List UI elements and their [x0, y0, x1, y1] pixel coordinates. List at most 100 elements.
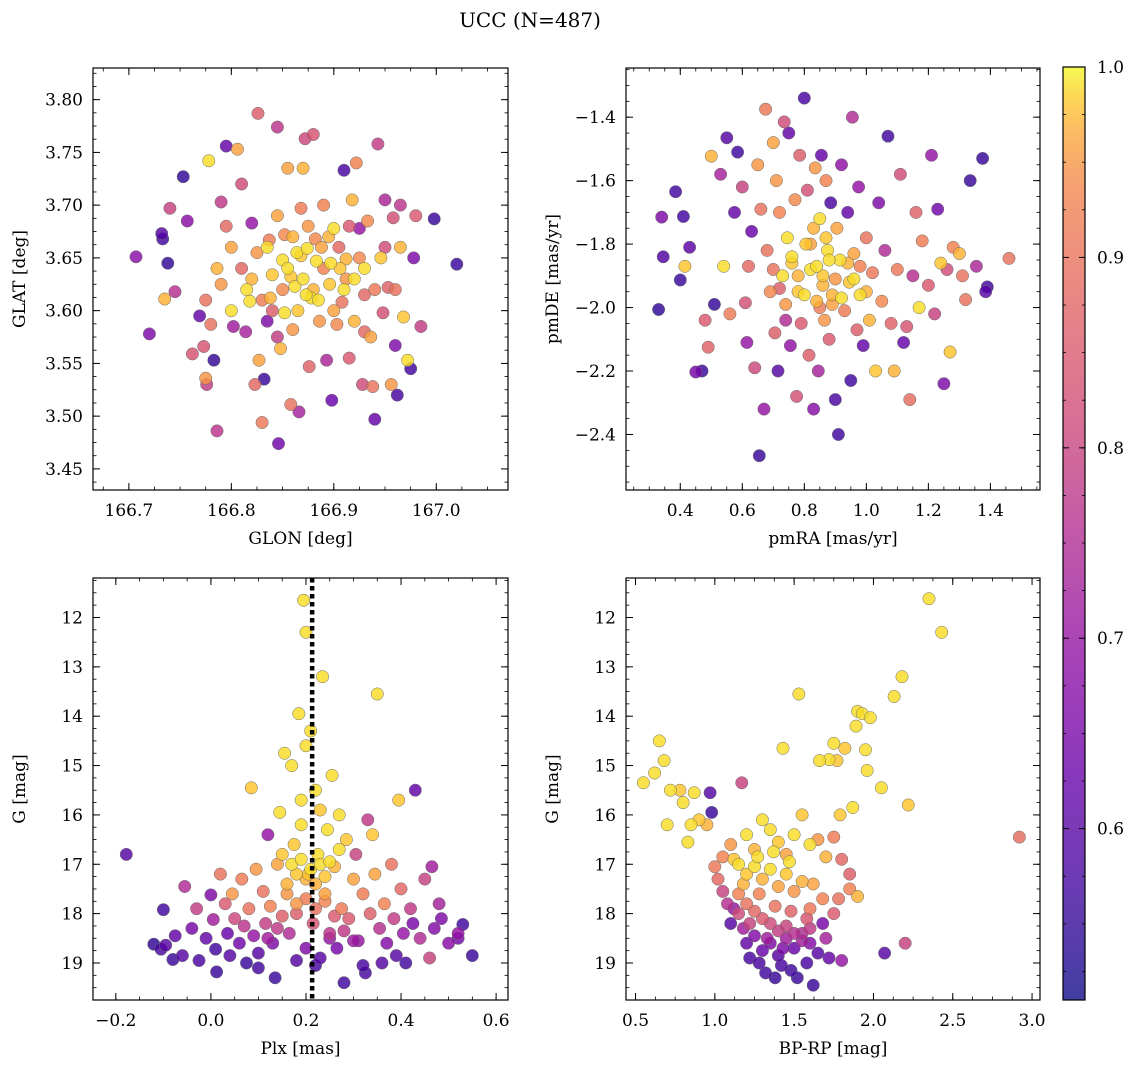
data-point: [782, 126, 796, 140]
data-point: [881, 129, 895, 143]
data-point: [763, 823, 777, 837]
data-point: [394, 882, 408, 896]
data-point: [937, 377, 951, 391]
data-point: [337, 283, 351, 297]
data-point: [735, 776, 749, 790]
data-point: [931, 202, 945, 216]
y-tick-label: 3.75: [45, 143, 83, 163]
data-point: [663, 783, 677, 797]
data-point: [850, 323, 864, 337]
data-point: [893, 167, 907, 181]
data-point: [228, 912, 242, 926]
y-tick-label: 12: [594, 608, 616, 628]
colorbar-tick-label: 1.0: [1097, 58, 1124, 78]
data-point: [816, 892, 830, 906]
data-point: [800, 183, 814, 197]
data-point: [767, 845, 780, 859]
data-point: [828, 393, 842, 407]
data-point: [299, 739, 313, 753]
data-point: [959, 293, 973, 307]
data-point: [423, 951, 437, 965]
data-point: [296, 161, 310, 175]
data-point: [841, 205, 855, 219]
x-tick-label: 1.0: [701, 1011, 728, 1031]
data-point: [878, 946, 892, 960]
data-point: [903, 393, 917, 407]
data-point: [853, 259, 867, 273]
x-tick-label: 0.0: [197, 1011, 224, 1031]
data-point: [301, 219, 315, 233]
data-point: [274, 342, 287, 356]
data-point: [190, 902, 204, 916]
data-point: [294, 793, 308, 807]
data-point: [260, 240, 274, 254]
data-point: [296, 272, 310, 286]
colorbar-tick-label: 0.8: [1097, 439, 1124, 459]
data-point: [270, 120, 284, 134]
data-point: [824, 196, 838, 210]
y-tick-label: 12: [61, 608, 83, 628]
data-point: [255, 416, 269, 429]
data-point: [378, 193, 392, 207]
data-point: [377, 897, 391, 911]
data-point: [142, 327, 156, 341]
data-point: [337, 924, 351, 938]
data-point: [783, 339, 797, 353]
data-point: [701, 340, 715, 354]
axes-frame: [625, 577, 1041, 1001]
data-point: [956, 269, 969, 283]
data-point: [714, 167, 728, 181]
data-point: [740, 828, 754, 842]
data-point: [265, 268, 279, 282]
colorbar-tick-label: 0.7: [1097, 629, 1124, 649]
data-point: [161, 256, 175, 270]
data-point: [779, 867, 793, 881]
data-point: [760, 243, 774, 257]
data-point: [180, 214, 194, 228]
data-point: [335, 295, 349, 309]
data-point: [884, 316, 898, 330]
data-point: [752, 887, 766, 901]
data-point: [771, 880, 785, 893]
data-point: [408, 783, 422, 797]
data-point: [327, 304, 341, 318]
data-point: [748, 929, 761, 943]
data-point: [159, 938, 173, 952]
data-point: [327, 221, 341, 235]
data-point: [724, 838, 738, 851]
data-point: [368, 283, 382, 297]
data-point: [816, 269, 830, 283]
data-point: [268, 971, 282, 985]
x-tick-label: 1.4: [977, 501, 1004, 521]
data-point: [202, 154, 216, 168]
data-point: [393, 198, 407, 212]
data-point: [368, 412, 382, 426]
colorbar-gradient: [1063, 67, 1085, 1000]
y-tick-label: −1.4: [575, 108, 616, 128]
data-point: [728, 205, 741, 219]
data-point: [342, 912, 356, 926]
data-point: [1012, 830, 1026, 844]
x-axis-label: Plx [mas]: [260, 1039, 340, 1059]
y-tick-label: −2.2: [575, 362, 616, 382]
data-point: [822, 253, 836, 267]
data-point: [235, 177, 249, 191]
data-point: [935, 625, 949, 639]
data-point: [276, 283, 290, 297]
y-tick-label: 3.80: [45, 91, 83, 111]
data-point: [388, 339, 402, 352]
data-point: [235, 872, 249, 886]
x-tick-label: 166.9: [309, 501, 358, 521]
data-point: [859, 231, 873, 245]
data-point: [313, 951, 327, 965]
data-point: [290, 897, 303, 911]
data-point: [760, 931, 774, 945]
data-point: [847, 272, 861, 286]
data-point: [294, 818, 308, 832]
data-point: [813, 212, 827, 226]
data-point: [808, 161, 822, 175]
data-point: [163, 201, 177, 215]
data-point: [251, 946, 265, 960]
data-point: [976, 151, 990, 165]
data-point: [887, 364, 901, 378]
